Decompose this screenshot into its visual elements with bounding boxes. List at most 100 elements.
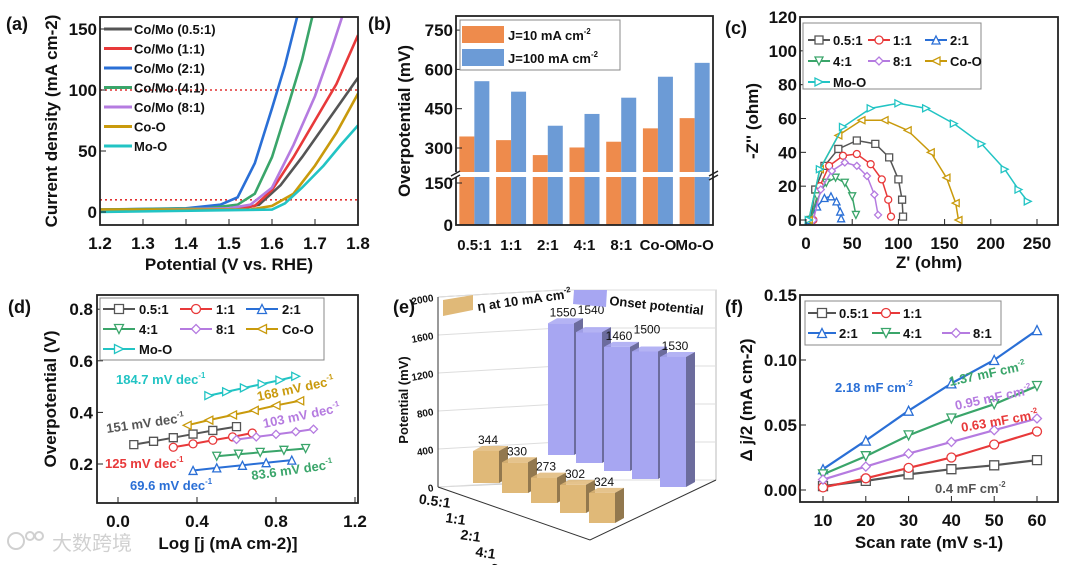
marker-diamond bbox=[988, 424, 1000, 436]
marker-triangle-right bbox=[1014, 184, 1024, 195]
marker-triangle-down bbox=[945, 413, 957, 425]
marker-circle bbox=[208, 435, 218, 445]
superscript: -2 bbox=[1017, 357, 1026, 367]
marker-triangle-right bbox=[894, 98, 904, 108]
marker-diamond bbox=[271, 429, 281, 440]
marker-triangle-up bbox=[836, 213, 846, 223]
bar-1-4 bbox=[621, 97, 637, 225]
marker-triangle-left bbox=[950, 198, 960, 208]
watermark-logo: 大数跨境 bbox=[7, 531, 132, 555]
marker-triangle-up bbox=[903, 404, 915, 416]
marker-triangle-left bbox=[256, 323, 268, 335]
marker-triangle-down bbox=[813, 56, 825, 67]
marker-triangle-up bbox=[826, 191, 836, 201]
series-4 bbox=[231, 424, 319, 445]
x-tick-label: 0.4 bbox=[185, 512, 209, 531]
y-tick-label: 50 bbox=[78, 142, 97, 161]
lsv-curves bbox=[100, 17, 358, 214]
series-line bbox=[822, 417, 1038, 481]
y-tick-label: 60 bbox=[778, 110, 797, 129]
legend-label: 2:1 bbox=[839, 326, 858, 341]
y-tick-label: 300 bbox=[425, 139, 453, 158]
y-tick-label: 800 bbox=[416, 407, 435, 421]
x-axis-title: Z' (ohm) bbox=[896, 253, 962, 272]
bar-0-2 bbox=[532, 155, 548, 225]
superscript: -1 bbox=[325, 372, 334, 382]
plot-area-c bbox=[799, 16, 1059, 226]
bar-0-3 bbox=[569, 147, 585, 225]
x-tick-label: 0 bbox=[801, 234, 810, 253]
y-tick-label: 150 bbox=[425, 174, 453, 193]
marker-triangle-down bbox=[840, 178, 850, 188]
series-line bbox=[822, 329, 1038, 471]
bar-value-label: 1500 bbox=[634, 323, 661, 337]
marker-triangle-down bbox=[300, 443, 311, 454]
panel-label: (e) bbox=[393, 297, 415, 317]
marker-diamond bbox=[950, 327, 962, 339]
legend-label: 8:1 bbox=[216, 322, 235, 337]
marker-diamond bbox=[290, 426, 301, 437]
marker-diamond bbox=[869, 190, 879, 200]
panel-label: (f) bbox=[725, 297, 743, 317]
y-tick-label: 40 bbox=[778, 143, 797, 162]
legend-swatch bbox=[462, 49, 504, 66]
series-0 bbox=[817, 454, 1043, 492]
marker-square bbox=[231, 421, 242, 432]
marker-diamond bbox=[817, 474, 829, 486]
bar-top bbox=[502, 457, 537, 463]
bar-0-1 bbox=[496, 140, 512, 225]
tafel-slope-annotation: 125 mV dec-1 bbox=[105, 455, 184, 471]
marker-circle bbox=[884, 195, 893, 204]
legend-label: Co/Mo (0.5:1) bbox=[134, 22, 216, 37]
legend-label: 4:1 bbox=[139, 322, 158, 337]
capacitance-annotation: 0.4 mF cm-2 bbox=[935, 480, 1006, 496]
x-tick-label: 0.5:1 bbox=[457, 237, 491, 254]
marker-square bbox=[188, 429, 198, 439]
marker-diamond bbox=[874, 56, 884, 66]
marker-triangle-down bbox=[255, 447, 266, 458]
grid-line bbox=[437, 327, 561, 336]
series-line bbox=[822, 430, 1038, 489]
y-tick-label: 120 bbox=[769, 8, 797, 27]
grid-line bbox=[437, 403, 561, 412]
legend-label: 1:1 bbox=[893, 33, 912, 48]
x-tick-label: 10 bbox=[814, 511, 833, 530]
tafel-slope-annotation: 69.6 mV dec-1 bbox=[130, 477, 213, 493]
marker-triangle-down bbox=[1031, 380, 1043, 392]
marker-square bbox=[208, 425, 218, 436]
series-line-4 bbox=[100, 17, 344, 213]
marker-diamond bbox=[903, 448, 915, 460]
panel-label: (d) bbox=[8, 297, 31, 317]
axis-break-marks bbox=[450, 170, 719, 181]
superscript: -2 bbox=[1023, 381, 1032, 391]
marker-diamond bbox=[827, 166, 837, 176]
y-axis-title: -Z'' (ohm) bbox=[743, 83, 762, 159]
bar-front bbox=[502, 462, 528, 493]
y-tick-label: 1600 bbox=[411, 331, 435, 346]
y-tick-label: 0.4 bbox=[69, 403, 93, 422]
series-0 bbox=[129, 421, 242, 450]
series-3 bbox=[211, 443, 311, 462]
bar-front bbox=[604, 346, 630, 471]
y-tick-label: 1200 bbox=[411, 369, 435, 384]
marker-triangle-left bbox=[227, 409, 238, 421]
superscript: -1 bbox=[331, 399, 340, 409]
x-tick-label: 1.5 bbox=[217, 234, 241, 253]
series-1 bbox=[817, 426, 1043, 493]
grid-line bbox=[437, 289, 561, 298]
marker-diamond bbox=[873, 210, 883, 220]
y-tick-label: 450 bbox=[425, 100, 453, 119]
marker-square bbox=[1031, 454, 1043, 466]
y-tick-label: 0.2 bbox=[69, 455, 93, 474]
marker-circle bbox=[866, 160, 875, 169]
bar-value-label: 302 bbox=[565, 467, 585, 481]
tafel-slope-annotation: 184.7 mV dec-1 bbox=[116, 371, 206, 387]
marker-triangle-up bbox=[261, 457, 272, 468]
x-tick-label: 1:1 bbox=[445, 509, 467, 528]
x-tick-label: 20 bbox=[856, 511, 875, 530]
marker-triangle-up bbox=[187, 464, 199, 476]
marker-diamond bbox=[840, 158, 850, 167]
marker-triangle-left bbox=[925, 147, 935, 157]
bar-shade bbox=[615, 487, 624, 523]
